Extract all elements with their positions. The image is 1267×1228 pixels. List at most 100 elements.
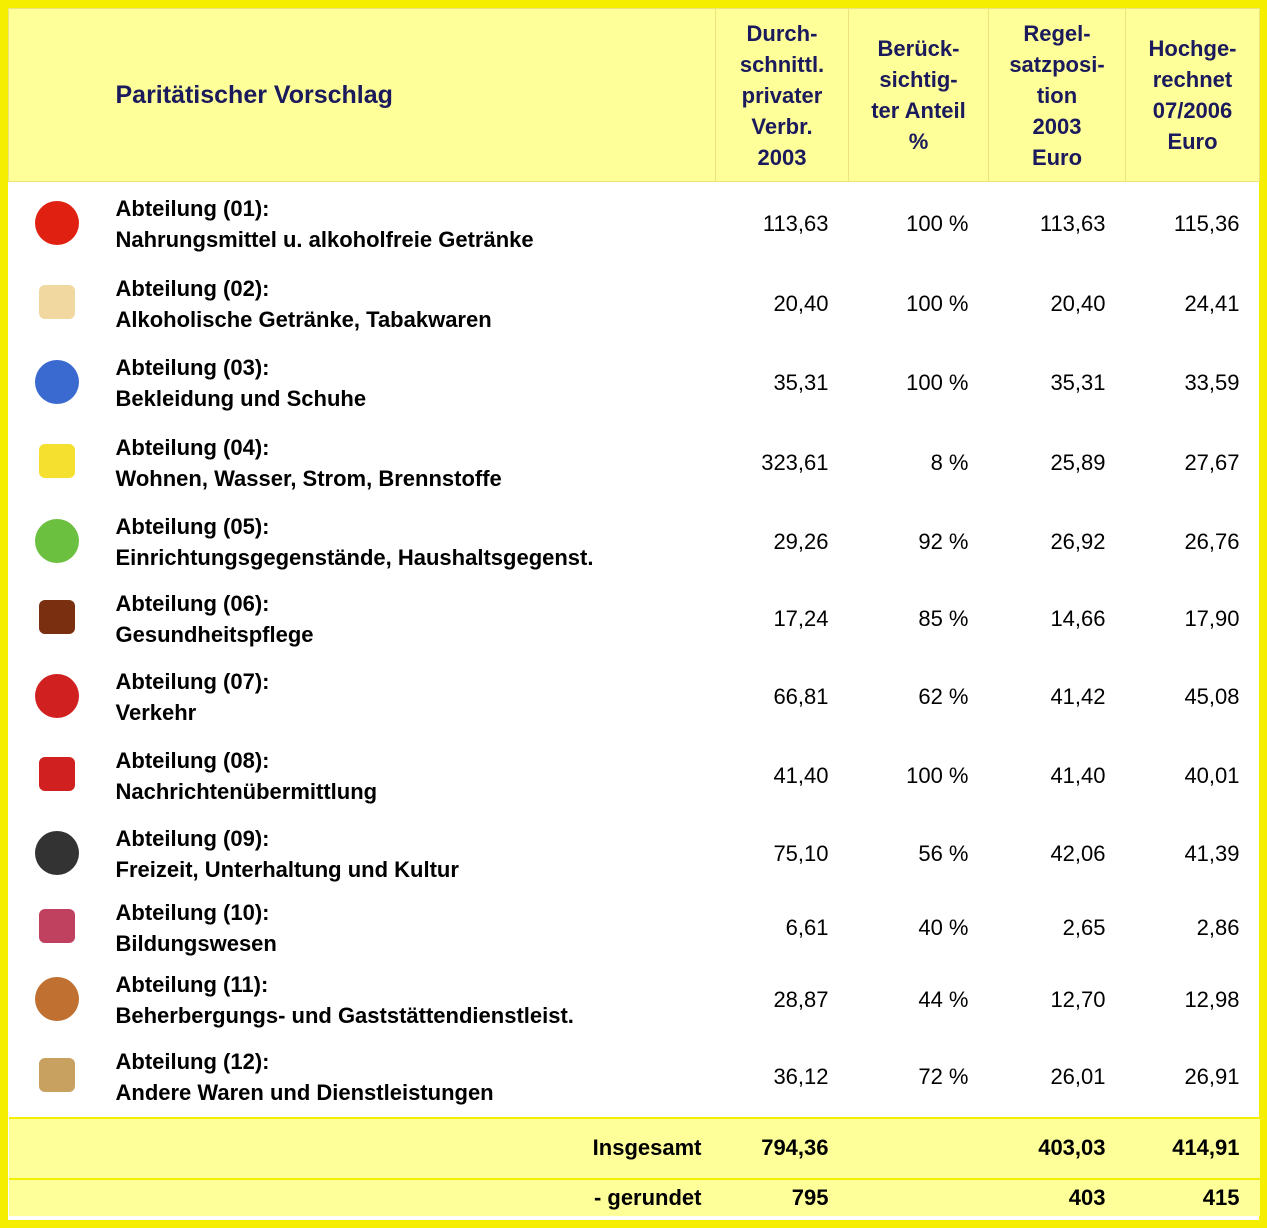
header-row: Paritätischer Vorschlag Durch- schnittl.… [9,9,1260,182]
value-cell: 6,61 [716,893,849,963]
icon-cell [9,182,106,266]
data-row: Abteilung (02):Alkoholische Getränke, Ta… [9,266,1260,343]
department: Abteilung (11): [116,969,716,1000]
row-label: Abteilung (10):Bildungswesen [106,893,716,963]
department: Abteilung (12): [116,1046,716,1077]
value-cell: 45,08 [1126,658,1260,736]
row-icon [27,193,87,249]
department: Abteilung (08): [116,745,716,776]
icon-shape [39,909,75,943]
value-cell: 12,70 [989,963,1126,1038]
row-label: Abteilung (08):Nachrichtenübermittlung [106,736,716,816]
value-cell: 26,01 [989,1038,1126,1118]
row-icon [27,352,87,408]
header-icon-cell [9,9,106,182]
department-name: Gesundheitspflege [116,619,716,650]
value-cell: 17,90 [1126,581,1260,658]
footer-spacer [849,1118,989,1179]
row-icon [27,432,87,488]
value-cell: 35,31 [989,343,1126,423]
department: Abteilung (10): [116,897,716,928]
value-cell: 66,81 [716,658,849,736]
department-name: Beherbergungs- und Gaststättendienstleis… [116,1000,716,1031]
icon-shape [35,977,79,1021]
icon-cell [9,816,106,893]
icon-cell [9,581,106,658]
total-label: Insgesamt [106,1118,716,1179]
row-label: Abteilung (04):Wohnen, Wasser, Strom, Br… [106,423,716,503]
department: Abteilung (05): [116,511,716,542]
value-cell: 41,40 [989,736,1126,816]
value-cell: 62 % [849,658,989,736]
department-name: Einrichtungsgegenstände, Haushaltsgegens… [116,542,716,573]
value-cell: 25,89 [989,423,1126,503]
row-label: Abteilung (09):Freizeit, Unterhaltung un… [106,816,716,893]
total-value: 795 [716,1179,849,1216]
value-cell: 12,98 [1126,963,1260,1038]
total-label: - gerundet [106,1179,716,1216]
icon-shape [39,1058,75,1092]
icon-cell [9,893,106,963]
row-label: Abteilung (06):Gesundheitspflege [106,581,716,658]
value-cell: 115,36 [1126,182,1260,266]
value-cell: 26,76 [1126,503,1260,581]
icon-cell [9,343,106,423]
row-icon [27,273,87,329]
icon-cell [9,736,106,816]
value-cell: 36,12 [716,1038,849,1118]
department-name: Alkoholische Getränke, Tabakwaren [116,304,716,335]
value-cell: 85 % [849,581,989,658]
value-cell: 33,59 [1126,343,1260,423]
data-row: Abteilung (05):Einrichtungsgegenstände, … [9,503,1260,581]
data-row: Abteilung (11):Beherbergungs- und Gastst… [9,963,1260,1038]
value-cell: 100 % [849,736,989,816]
row-label: Abteilung (05):Einrichtungsgegenstände, … [106,503,716,581]
value-cell: 41,40 [716,736,849,816]
budget-table: Paritätischer Vorschlag Durch- schnittl.… [8,8,1260,1216]
value-cell: 100 % [849,266,989,343]
row-icon [27,745,87,801]
row-icon [27,1046,87,1102]
footer-spacer [9,1118,106,1179]
value-cell: 40 % [849,893,989,963]
department: Abteilung (09): [116,823,716,854]
value-cell: 20,40 [716,266,849,343]
data-row: Abteilung (01):Nahrungsmittel u. alkohol… [9,182,1260,266]
data-row: Abteilung (04):Wohnen, Wasser, Strom, Br… [9,423,1260,503]
footer-spacer [849,1179,989,1216]
value-cell: 44 % [849,963,989,1038]
row-icon [27,897,87,953]
value-cell: 20,40 [989,266,1126,343]
value-cell: 17,24 [716,581,849,658]
value-cell: 42,06 [989,816,1126,893]
row-label: Abteilung (11):Beherbergungs- und Gastst… [106,963,716,1038]
total-value: 403 [989,1179,1126,1216]
department-name: Wohnen, Wasser, Strom, Brennstoffe [116,463,716,494]
department-name: Freizeit, Unterhaltung und Kultur [116,854,716,885]
column-header: Hochge- rechnet 07/2006 Euro [1126,9,1260,182]
value-cell: 92 % [849,503,989,581]
table-frame: Paritätischer Vorschlag Durch- schnittl.… [0,0,1267,1228]
value-cell: 26,91 [1126,1038,1260,1118]
column-header: Berück- sichtig- ter Anteil % [849,9,989,182]
row-label: Abteilung (01):Nahrungsmittel u. alkohol… [106,182,716,266]
value-cell: 28,87 [716,963,849,1038]
department-name: Bildungswesen [116,928,716,959]
icon-shape [39,600,75,634]
data-row: Abteilung (12):Andere Waren und Dienstle… [9,1038,1260,1118]
icon-shape [39,757,75,791]
icon-shape [35,201,79,245]
department: Abteilung (02): [116,273,716,304]
icon-shape [35,360,79,404]
value-cell: 56 % [849,816,989,893]
department: Abteilung (04): [116,432,716,463]
total-value: 794,36 [716,1118,849,1179]
icon-shape [35,831,79,875]
value-cell: 75,10 [716,816,849,893]
row-icon [27,969,87,1025]
row-label: Abteilung (07):Verkehr [106,658,716,736]
